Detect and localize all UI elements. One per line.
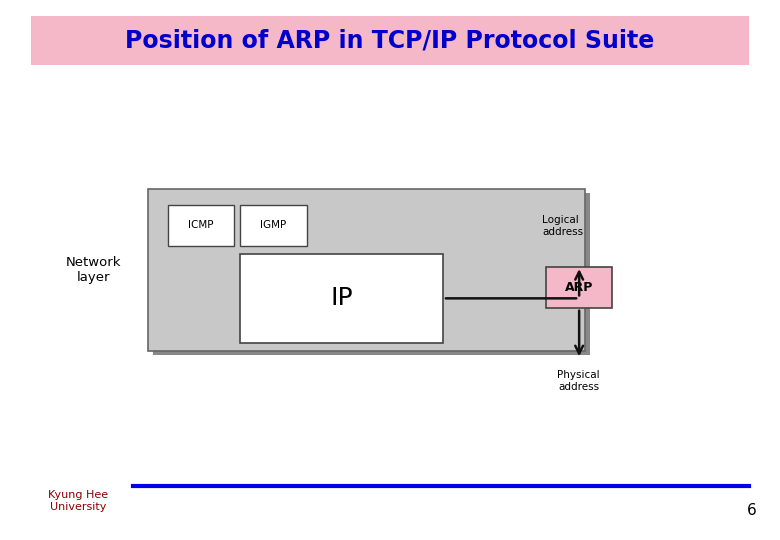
Bar (240, 205, 307, 246)
Text: ICMP: ICMP (188, 220, 214, 231)
Bar (148, 189, 585, 351)
Bar (168, 205, 234, 246)
Text: Physical
address: Physical address (558, 370, 600, 392)
Text: Kyung Hee
University: Kyung Hee University (48, 490, 108, 512)
Bar (240, 254, 443, 343)
Text: IP: IP (330, 286, 353, 310)
Text: ARP: ARP (565, 281, 594, 294)
Text: Logical
address: Logical address (542, 215, 583, 237)
Bar (153, 193, 590, 355)
Bar (31, 16, 749, 65)
Text: Position of ARP in TCP/IP Protocol Suite: Position of ARP in TCP/IP Protocol Suite (126, 29, 654, 52)
Bar (546, 267, 612, 308)
Text: IGMP: IGMP (261, 220, 286, 231)
Text: Network
layer: Network layer (66, 256, 122, 284)
Text: 6: 6 (747, 503, 757, 518)
